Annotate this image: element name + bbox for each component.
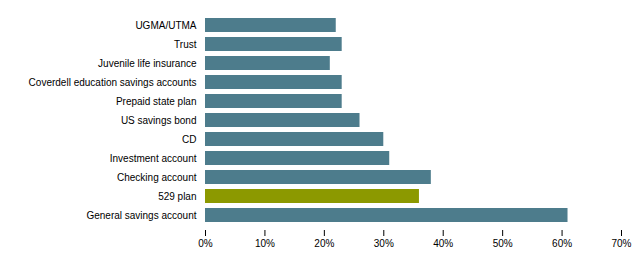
svg-text:70%: 70% xyxy=(611,238,631,249)
svg-text:20%: 20% xyxy=(314,238,334,249)
svg-text:0%: 0% xyxy=(198,238,213,249)
svg-text:Checking account: Checking account xyxy=(117,172,197,183)
svg-text:US savings bond: US savings bond xyxy=(121,115,197,126)
svg-text:Coverdell education savings ac: Coverdell education savings accounts xyxy=(29,77,197,88)
svg-text:50%: 50% xyxy=(493,238,513,249)
svg-text:60%: 60% xyxy=(552,238,572,249)
svg-text:30%: 30% xyxy=(374,238,394,249)
svg-text:Prepaid state plan: Prepaid state plan xyxy=(116,96,197,107)
svg-text:UGMA/UTMA: UGMA/UTMA xyxy=(135,20,196,31)
svg-text:10%: 10% xyxy=(255,238,275,249)
svg-text:529 plan: 529 plan xyxy=(158,191,196,202)
svg-text:General savings account: General savings account xyxy=(86,210,196,221)
svg-text:CD: CD xyxy=(182,134,196,145)
svg-text:Trust: Trust xyxy=(174,39,197,50)
svg-text:Investment account: Investment account xyxy=(110,153,197,164)
svg-text:40%: 40% xyxy=(433,238,453,249)
svg-text:Juvenile life insurance: Juvenile life insurance xyxy=(98,58,197,69)
